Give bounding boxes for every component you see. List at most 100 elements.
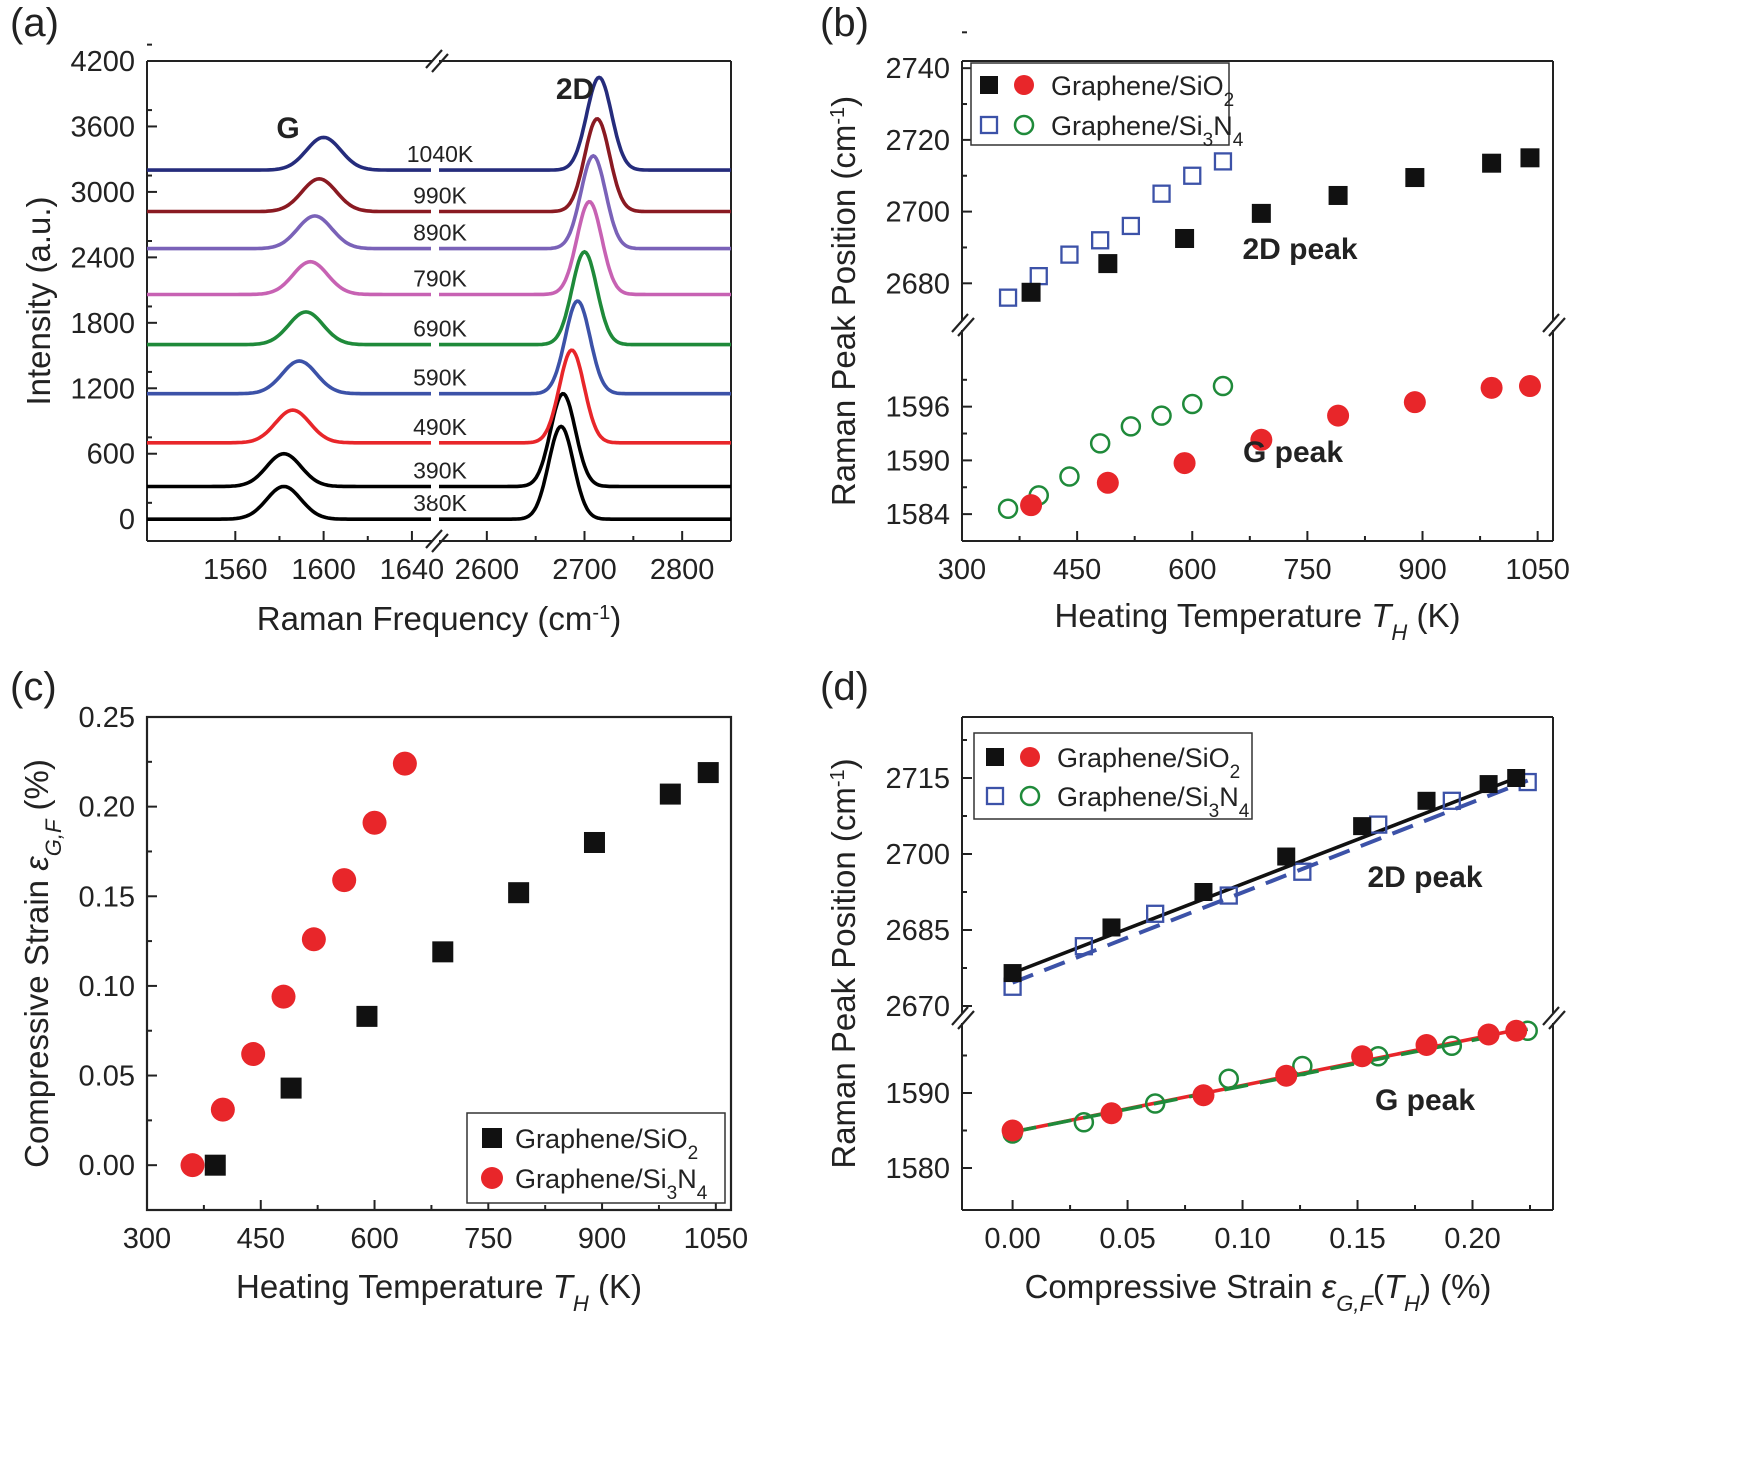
panel-b-legend-text: N xyxy=(1213,111,1233,141)
panel-c-sio2-point xyxy=(432,941,454,963)
panel-a-ytick-label: 3000 xyxy=(70,177,135,209)
panel-a-temp-label: 790K xyxy=(413,265,467,291)
panel-b-legend-text: Graphene/SiO xyxy=(1051,71,1224,101)
panel-c-legend-box xyxy=(466,1112,726,1204)
panel-a-spectrum-gap xyxy=(431,158,439,183)
panel-c-sio2-point xyxy=(280,1077,302,1099)
panel-b-si3n4-g-point xyxy=(1151,405,1172,426)
panel-c-xtick-label: 450 xyxy=(237,1223,285,1255)
panel-a: (a) 0 600 1200 1800 2400 3000 3600 4200 1560 1600 1… xyxy=(10,1,732,637)
panel-a-temp-label: 1040K xyxy=(407,141,474,167)
panel-c-ylabel: Compressive Strain εG,F (%) xyxy=(18,759,66,1168)
panel-d-label: (d) xyxy=(820,665,869,709)
panel-b-ylabel-sup: -1 xyxy=(827,107,849,125)
panel-a-xtick-label: 2600 xyxy=(455,554,520,586)
panel-d-xtick-label: 0.05 xyxy=(1099,1223,1155,1255)
panel-d-sio2-g-point xyxy=(1477,1023,1500,1046)
panel-d-legend-text: Graphene/Si xyxy=(1057,782,1209,812)
panel-a-xlabel: Raman Frequency (cm-1) xyxy=(257,600,621,637)
panel-d-sio2-g-point xyxy=(1351,1045,1374,1068)
panel-c-xlabel-end: (K) xyxy=(589,1268,642,1305)
panel-c-si3n4-point xyxy=(392,751,417,776)
panel-b-sio2-g-point xyxy=(1173,452,1196,475)
panel-a-temp-label: 380K xyxy=(413,490,467,516)
panel-a-spectrum-g-380K xyxy=(147,484,434,521)
panel-b-sio2-2d-point xyxy=(1021,282,1041,302)
panel-b: (b) 300 450 600 750 900 1050 2680 2700 2720 2740 15… xyxy=(820,1,1570,645)
panel-d-xtick-label: 0.00 xyxy=(984,1223,1040,1255)
panel-d-sio2-g-point xyxy=(1001,1119,1024,1142)
panel-a-axis-break xyxy=(425,529,443,549)
panel-d-xlabel-sub: G,F xyxy=(1336,1291,1374,1316)
panel-d-legend-label: Graphene/Si3N4 xyxy=(1057,782,1250,822)
panel-d-ylabel-end: ) xyxy=(825,758,862,769)
panel-d-si3n4-2d-point xyxy=(1146,904,1165,923)
panel-a-peak-label: G xyxy=(276,112,299,145)
panel-d-sio2-2d-point xyxy=(1507,769,1526,787)
panel-d-ytick-label: 1590 xyxy=(885,1078,950,1110)
panel-b-si3n4-2d-point xyxy=(1060,245,1079,264)
panel-c-ytick-label: 0.20 xyxy=(79,792,135,824)
panel-c-legend-sub: 4 xyxy=(697,1183,708,1204)
panel-d-annotation: 2D peak xyxy=(1367,861,1482,894)
panel-d-xtick-label: 0.20 xyxy=(1444,1223,1500,1255)
panel-c-xtick-label: 600 xyxy=(350,1223,398,1255)
panel-b-axis-break xyxy=(957,317,975,337)
panel-b-ytick-label: 2700 xyxy=(885,197,950,229)
panel-a-spectrum-g-490K xyxy=(147,408,434,445)
panel-d-legend-label: Graphene/SiO2 xyxy=(1057,743,1240,783)
panel-c-sio2-point xyxy=(508,882,530,904)
panel-d-xlabel-var2: T xyxy=(1384,1268,1407,1305)
panel-c-si3n4-point xyxy=(241,1042,266,1067)
panel-c-legend-text: Graphene/SiO xyxy=(515,1124,688,1154)
panel-a-xtick-label: 1640 xyxy=(380,554,445,586)
panel-b-xtick-label: 300 xyxy=(938,554,986,586)
panel-c-si3n4-point xyxy=(301,927,326,952)
panel-d-legend-marker xyxy=(986,748,1004,766)
panel-a-temp-label: 490K xyxy=(413,414,467,440)
panel-a-spectrum-2d-490K xyxy=(438,348,731,445)
panel-c-ytick-label: 0.10 xyxy=(79,971,135,1003)
panel-a-temp-label: 690K xyxy=(413,316,467,342)
panel-b-ytick-label: 1596 xyxy=(885,392,950,424)
panel-a-xtick-label: 1560 xyxy=(203,554,268,586)
panel-d-sio2-2d-point xyxy=(1003,964,1022,983)
panel-a-spectrum-2d-890K xyxy=(438,153,731,251)
panel-a-axis-break xyxy=(431,53,449,73)
panel-d-sio2-g-point xyxy=(1275,1064,1298,1087)
panel-a-spectrum-2d-1040K xyxy=(438,75,731,172)
panel-d-sio2-g-point xyxy=(1100,1102,1123,1125)
panel-b-legend-text: Graphene/Si xyxy=(1051,111,1203,141)
panel-c-sio2-point xyxy=(583,831,605,853)
panel-b-si3n4-g-point xyxy=(1120,416,1142,437)
panel-b-sio2-g-point xyxy=(1403,391,1426,414)
panel-a-temp-label: 590K xyxy=(413,365,467,391)
panel-d-sio2-2d-point xyxy=(1102,918,1121,937)
panel-d-ytick-label: 1580 xyxy=(885,1153,950,1185)
panel-c-xtick-label: 1050 xyxy=(684,1223,749,1255)
panel-b-xlabel-var: T xyxy=(1371,597,1394,634)
panel-a-spectrum-g-790K xyxy=(147,259,434,297)
panel-b-sio2-g-point xyxy=(1096,471,1119,494)
panel-d-ylabel-sup: -1 xyxy=(827,769,849,787)
panel-a-xlabel-sup: -1 xyxy=(592,602,610,624)
panel-d-si3n4-2d-point xyxy=(1219,886,1238,905)
panel-b-legend-label: Graphene/SiO2 xyxy=(1051,71,1234,111)
panel-c-legend-sub: 3 xyxy=(667,1183,678,1204)
panel-b-si3n4-2d-point xyxy=(1091,231,1110,250)
panel-d-legend-sub: 4 xyxy=(1239,801,1250,822)
panel-a-spectrum-gap xyxy=(431,282,439,307)
panel-a-xtick-label: 1600 xyxy=(291,554,356,586)
panel-a-ytick-label: 0 xyxy=(119,504,135,536)
panel-a-ytick-label: 4200 xyxy=(70,46,135,78)
panel-b-si3n4-g-point xyxy=(1212,375,1234,397)
panel-b-si3n4-2d-point xyxy=(1213,152,1233,171)
panel-a-spectrum-g-1040K xyxy=(147,135,434,172)
panel-a-spectrum-g-390K xyxy=(147,451,434,489)
panel-a-spectrum-2d-590K xyxy=(438,299,731,396)
panel-d-ytick-label: 2715 xyxy=(885,763,950,795)
panel-b-si3n4-g-point xyxy=(1182,393,1203,415)
panel-c-xlabel-sub: H xyxy=(573,1291,589,1316)
panel-c-sio2-point xyxy=(356,1005,378,1027)
panel-d-sio2-g-point xyxy=(1415,1034,1438,1056)
